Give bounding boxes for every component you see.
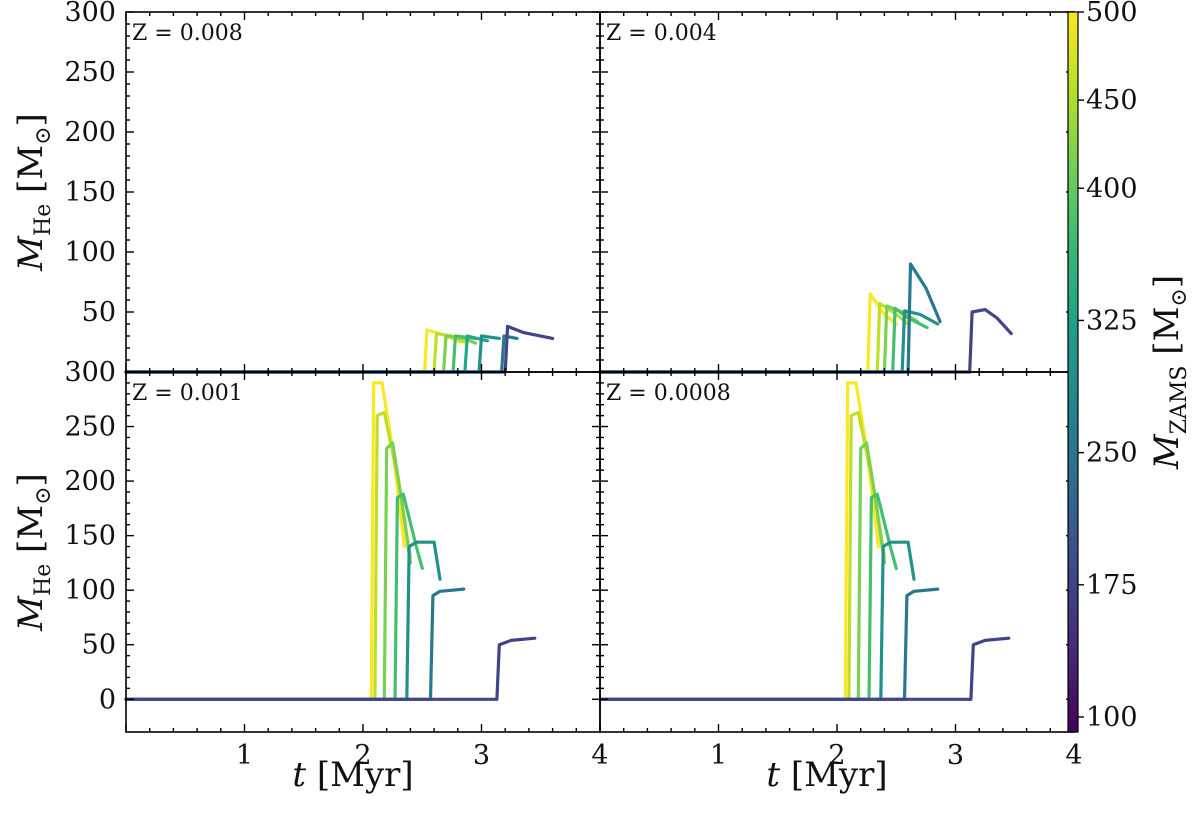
colorbar-gradient: [1068, 12, 1078, 732]
y-tick-label: 150: [64, 177, 116, 208]
series-line-mzams-500: [598, 292, 898, 374]
panel-frame: [599, 371, 1075, 733]
x-tick-label: 2: [354, 740, 371, 771]
colorbar-title: MZAMS [M⊙]: [1147, 275, 1192, 470]
colorbar-frame: [1067, 11, 1079, 733]
colorbar-tick-label: 250: [1086, 438, 1138, 469]
y-tick-label: 0: [99, 684, 116, 715]
colorbar-tick-label: 450: [1086, 85, 1138, 116]
colorbar-tick-label: 400: [1086, 173, 1138, 204]
series-line-mzams-450: [124, 332, 466, 374]
series-line-mzams-400: [598, 441, 886, 701]
x-tick-label: 2: [828, 740, 845, 771]
y-tick-label: 50: [82, 630, 116, 661]
y-axis-title: MHe [M⊙]: [11, 113, 56, 272]
series-line-mzams-175: [124, 636, 537, 701]
series-line-mzams-250: [124, 587, 466, 701]
series-line-mzams-400: [124, 441, 412, 701]
x-tick-label: 1: [710, 740, 727, 771]
y-tick-label: 100: [64, 575, 116, 606]
series-line-mzams-350: [124, 334, 478, 374]
y-axis-title: MHe [M⊙]: [11, 473, 56, 632]
panel-top-right: Z = 0.004: [598, 11, 1075, 374]
x-tick-label: 3: [473, 740, 490, 771]
x-axis-title: t [Myr]: [766, 755, 887, 795]
series-line-mzams-500: [598, 381, 881, 701]
y-tick-label: 200: [64, 117, 116, 148]
x-tick-label: 3: [947, 740, 964, 771]
panel-bottom-left: 0 50 100 150 200 250 300 1 2 3 4 Z = 0.001 t [Myr] MH…: [11, 357, 609, 795]
y-tick-label: 150: [64, 521, 116, 552]
panel-frame: [125, 11, 601, 373]
y-tick-label: 300: [64, 357, 116, 388]
series-line-mzams-300: [124, 540, 442, 701]
y-tick-label: 100: [64, 237, 116, 268]
colorbar-tick-label: 325: [1086, 305, 1138, 336]
series-line-mzams-450: [124, 410, 412, 701]
series-line-mzams-450: [598, 410, 886, 701]
x-tick-label: 4: [1065, 740, 1082, 771]
y-tick-label: 50: [82, 297, 116, 328]
series-line-mzams-500: [124, 328, 462, 374]
panel-label: Z = 0.008: [132, 21, 243, 46]
x-tick-label: 1: [236, 740, 253, 771]
series-line-mzams-175: [124, 324, 555, 374]
y-tick-label: 250: [64, 57, 116, 88]
panel-label: Z = 0.004: [606, 21, 717, 46]
series-line-mzams-175: [598, 636, 1011, 701]
y-tick-label: 300: [64, 0, 116, 28]
colorbar-tick-label: 175: [1086, 570, 1138, 601]
panel-top-left: 50 100 150 200 250 300 Z = 0.008 MHe [M⊙]: [11, 0, 601, 374]
series-line-mzams-250: [598, 587, 940, 701]
colorbar-tick-label: 100: [1086, 702, 1138, 733]
series-line-mzams-500: [124, 381, 407, 701]
series-line-mzams-450: [598, 302, 910, 374]
panel-label: Z = 0.0008: [606, 381, 731, 406]
series-line-mzams-175: [598, 308, 1013, 374]
x-tick-label: 4: [591, 740, 608, 771]
x-axis-title: t [Myr]: [292, 755, 413, 795]
panel-bottom-right: 1 2 3 4 Z = 0.0008 t [Myr]: [598, 371, 1083, 795]
colorbar-tick-label: 500: [1086, 0, 1138, 28]
y-tick-label: 250: [64, 412, 116, 443]
panel-frame: [125, 371, 601, 733]
y-tick-label: 200: [64, 466, 116, 497]
panel-frame: [599, 11, 1075, 373]
panel-label: Z = 0.001: [132, 381, 243, 406]
series-line-mzams-300: [598, 540, 916, 701]
series-line-mzams-400: [124, 334, 478, 374]
colorbar: 100 175 250 325 400 450 500 MZAMS [M⊙]: [1067, 0, 1192, 733]
